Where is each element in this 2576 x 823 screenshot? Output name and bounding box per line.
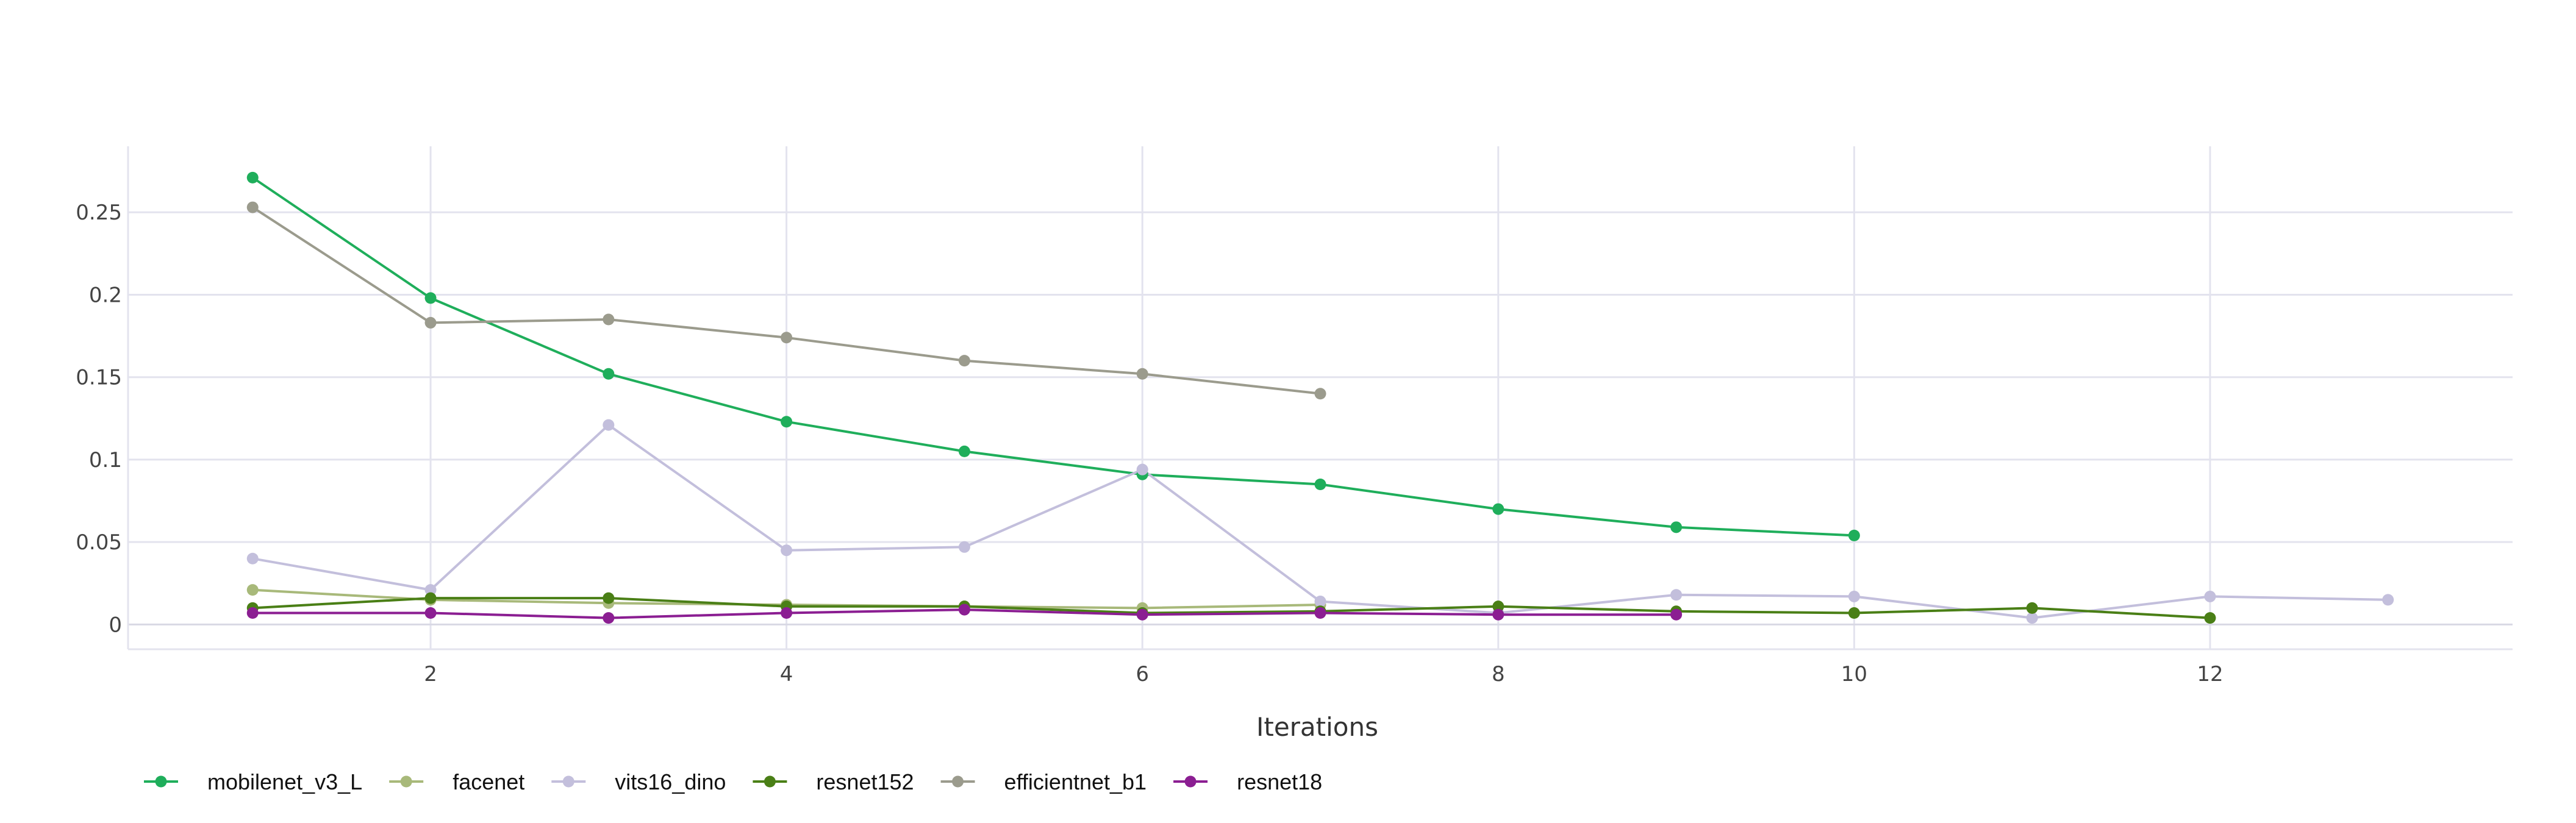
- data-point-resnet18: [958, 604, 970, 616]
- data-point-resnet18: [603, 612, 615, 624]
- data-point-mobilenet_v3_L: [1670, 521, 1683, 533]
- y-tick-label: 0: [109, 613, 122, 637]
- legend-swatch-marker: [400, 775, 412, 788]
- y-tick-label: 0.25: [76, 201, 122, 225]
- legend-swatch-marker: [562, 775, 574, 788]
- legend-label: resnet152: [816, 769, 914, 794]
- tick-labels: 2 4 6 8 10 12 0 0.05 0.1 0.15 0.2 0.25: [76, 201, 2223, 686]
- data-point-resnet18: [1136, 608, 1148, 621]
- grid-lines: [128, 146, 2513, 649]
- data-point-efficientnet_b1: [424, 316, 437, 329]
- data-point-resnet152: [2026, 602, 2038, 614]
- axes: [127, 146, 2513, 650]
- data-point-resnet152: [424, 592, 437, 604]
- data-point-mobilenet_v3_L: [1314, 479, 1326, 491]
- data-point-vits16_dino: [424, 584, 437, 596]
- series-markers: [246, 171, 2394, 624]
- data-point-resnet18: [246, 607, 259, 619]
- data-point-efficientnet_b1: [1136, 368, 1148, 380]
- data-point-vits16_dino: [246, 552, 259, 565]
- data-point-vits16_dino: [2382, 594, 2394, 606]
- legend-label: facenet: [453, 769, 524, 794]
- legend-item-mobilenet_v3_L[interactable]: mobilenet_v3_L: [144, 769, 362, 794]
- data-point-efficientnet_b1: [603, 313, 615, 326]
- data-point-vits16_dino: [603, 419, 615, 431]
- x-tick-label: 6: [1136, 662, 1149, 686]
- data-point-resnet18: [1670, 608, 1683, 621]
- data-point-resnet152: [2204, 612, 2216, 624]
- data-point-efficientnet_b1: [958, 355, 970, 367]
- legend-swatch-marker: [1184, 775, 1197, 788]
- data-point-vits16_dino: [781, 544, 793, 557]
- x-axis-title: Iterations: [1256, 712, 1378, 742]
- series-line-mobilenet_v3_L: [252, 176, 1855, 537]
- x-tick-label: 8: [1492, 662, 1505, 686]
- data-point-resnet18: [781, 607, 793, 619]
- y-tick-label: 0.05: [76, 530, 122, 555]
- data-point-vits16_dino: [2026, 612, 2038, 624]
- data-point-resnet18: [1492, 608, 1504, 621]
- data-point-resnet152: [1492, 600, 1504, 613]
- legend-swatch-marker: [155, 775, 167, 788]
- legend-label: efficientnet_b1: [1004, 769, 1147, 794]
- data-point-efficientnet_b1: [246, 201, 259, 213]
- data-point-vits16_dino: [1136, 463, 1148, 476]
- legend-label: vits16_dino: [615, 769, 726, 794]
- x-tick-label: 10: [1841, 662, 1867, 686]
- x-tick-label: 12: [2197, 662, 2223, 686]
- data-point-mobilenet_v3_L: [958, 445, 970, 457]
- legend-item-vits16_dino[interactable]: vits16_dino: [551, 769, 726, 794]
- data-point-mobilenet_v3_L: [246, 171, 259, 183]
- legend-label: mobilenet_v3_L: [207, 769, 362, 794]
- data-point-vits16_dino: [1314, 596, 1326, 608]
- x-tick-label: 2: [424, 662, 437, 686]
- legend-swatch-marker: [764, 775, 776, 788]
- legend-item-efficientnet_b1[interactable]: efficientnet_b1: [940, 769, 1147, 794]
- series-line-vits16_dino: [252, 424, 2388, 619]
- data-point-efficientnet_b1: [781, 332, 793, 344]
- data-point-resnet18: [1314, 607, 1326, 619]
- legend-swatch-marker: [952, 775, 964, 788]
- y-tick-label: 0.2: [89, 283, 122, 307]
- data-point-vits16_dino: [2204, 590, 2216, 602]
- data-point-resnet152: [1848, 607, 1860, 619]
- data-point-mobilenet_v3_L: [424, 292, 437, 304]
- y-tick-label: 0.1: [89, 448, 122, 472]
- data-point-resnet152: [603, 592, 615, 604]
- legend-item-resnet18[interactable]: resnet18: [1173, 769, 1322, 794]
- data-point-mobilenet_v3_L: [1492, 503, 1504, 515]
- legend[interactable]: mobilenet_v3_L facenet vits16_dino resnet15…: [144, 769, 1322, 794]
- x-tick-label: 4: [780, 662, 793, 686]
- data-point-vits16_dino: [1848, 590, 1860, 602]
- legend-item-facenet[interactable]: facenet: [389, 769, 524, 794]
- series-line-resnet152: [252, 597, 2211, 619]
- legend-label: resnet18: [1237, 769, 1322, 794]
- y-tick-label: 0.15: [76, 366, 122, 390]
- legend-item-resnet152[interactable]: resnet152: [753, 769, 914, 794]
- data-point-resnet18: [424, 607, 437, 619]
- data-point-vits16_dino: [1670, 589, 1683, 601]
- data-point-facenet: [246, 584, 259, 596]
- data-point-mobilenet_v3_L: [781, 416, 793, 428]
- data-point-efficientnet_b1: [1314, 388, 1326, 400]
- data-point-vits16_dino: [958, 541, 970, 553]
- data-point-mobilenet_v3_L: [1848, 529, 1860, 541]
- data-point-mobilenet_v3_L: [603, 368, 615, 380]
